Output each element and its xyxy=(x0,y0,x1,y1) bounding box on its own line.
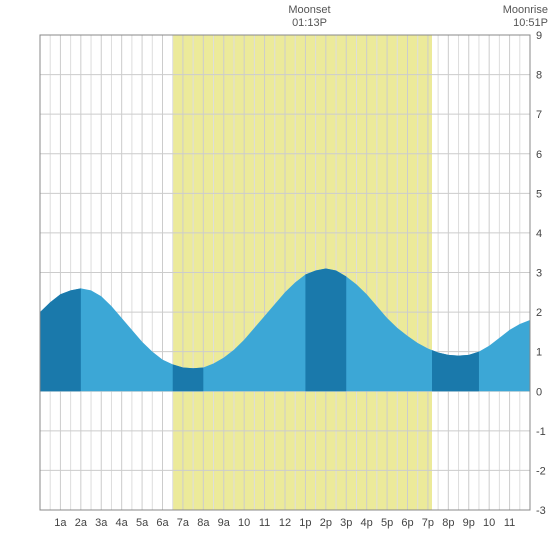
x-tick-label: 3p xyxy=(340,517,352,529)
x-tick-label: 2a xyxy=(75,517,88,529)
y-tick-label: 1 xyxy=(536,347,542,359)
y-tick-label: 8 xyxy=(536,70,542,82)
x-tick-label: 4p xyxy=(361,517,373,529)
moonrise-time: 10:51P xyxy=(503,17,548,30)
tide-area-dark xyxy=(305,269,346,392)
x-tick-label: 8a xyxy=(197,517,210,529)
tide-area-dark xyxy=(173,364,204,391)
moonrise-title: Moonrise xyxy=(503,4,548,17)
x-tick-label: 5p xyxy=(381,517,393,529)
y-tick-label: 6 xyxy=(536,149,542,161)
chart-svg: -3-2-101234567891a2a3a4a5a6a7a8a9a101112… xyxy=(0,0,550,550)
y-tick-label: 9 xyxy=(536,30,542,42)
moonrise-label: Moonrise 10:51P xyxy=(503,4,548,30)
y-tick-label: -3 xyxy=(536,505,546,517)
y-tick-label: 7 xyxy=(536,109,542,121)
moonset-time: 01:13P xyxy=(280,17,340,30)
x-tick-label: 5a xyxy=(136,517,149,529)
x-tick-label: 9p xyxy=(463,517,475,529)
x-tick-label: 7a xyxy=(177,517,190,529)
x-tick-label: 12 xyxy=(279,517,291,529)
y-tick-label: 4 xyxy=(536,228,542,240)
y-tick-label: -2 xyxy=(536,465,546,477)
moonset-label: Moonset 01:13P xyxy=(280,4,340,30)
x-tick-label: 11 xyxy=(259,517,270,529)
x-tick-label: 8p xyxy=(442,517,454,529)
x-tick-label: 10 xyxy=(238,517,250,529)
x-tick-label: 6a xyxy=(156,517,169,529)
y-tick-label: 5 xyxy=(536,188,542,200)
x-tick-label: 9a xyxy=(218,517,231,529)
y-tick-label: 2 xyxy=(536,307,542,319)
tide-chart: Moonset 01:13P Moonrise 10:51P -3-2-1012… xyxy=(0,0,550,550)
y-tick-label: 3 xyxy=(536,268,542,280)
x-tick-label: 6p xyxy=(401,517,413,529)
tide-area-dark xyxy=(432,350,479,391)
x-tick-label: 10 xyxy=(483,517,495,529)
y-tick-label: -1 xyxy=(536,426,546,438)
x-tick-label: 3a xyxy=(95,517,108,529)
x-tick-label: 1p xyxy=(299,517,311,529)
x-tick-label: 11 xyxy=(504,517,515,529)
x-tick-label: 4a xyxy=(116,517,129,529)
y-tick-label: 0 xyxy=(536,386,542,398)
x-tick-label: 2p xyxy=(320,517,332,529)
x-tick-label: 7p xyxy=(422,517,434,529)
x-tick-label: 1a xyxy=(54,517,67,529)
moonset-title: Moonset xyxy=(280,4,340,17)
